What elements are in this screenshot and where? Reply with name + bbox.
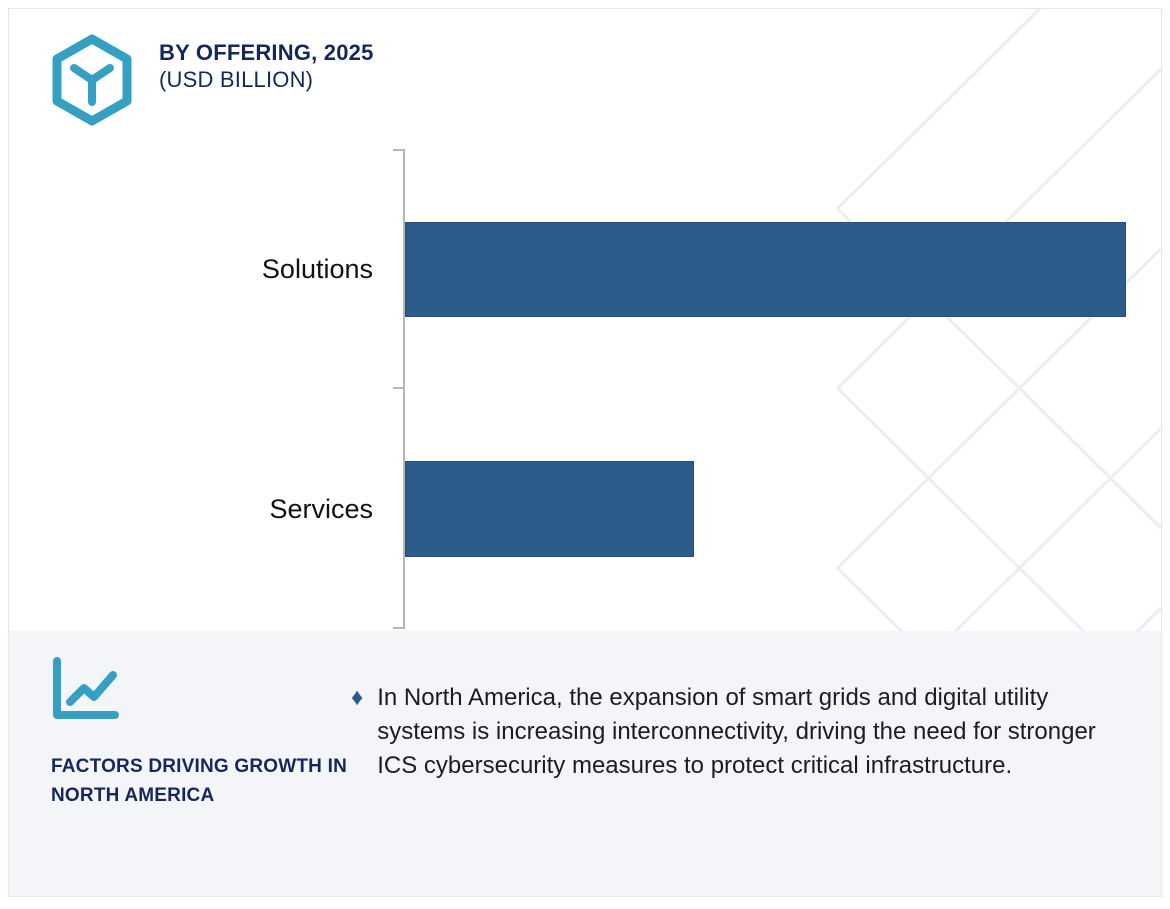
axis-tick-middle — [393, 387, 405, 389]
axis-tick-top — [393, 149, 405, 151]
header-text-block: BY OFFERING, 2025 (USD BILLION) — [159, 34, 374, 94]
diamond-bullet-icon: ♦ — [351, 684, 364, 711]
category-label-solutions: Solutions — [261, 254, 373, 284]
line-chart-icon — [53, 657, 119, 719]
page-subtitle: (USD BILLION) — [159, 66, 314, 92]
page-title: BY OFFERING, 2025 — [159, 40, 374, 65]
factors-panel: FACTORS DRIVING GROWTH IN NORTH AMERICA … — [9, 631, 1161, 896]
bar-solutions — [405, 222, 1126, 317]
chart-y-axis — [403, 149, 405, 629]
axis-tick-bottom — [393, 627, 405, 629]
hexagon-y-icon — [52, 34, 132, 126]
category-label-services: Services — [269, 494, 373, 524]
header: BY OFFERING, 2025 (USD BILLION) — [51, 34, 374, 126]
bar-chart: Solutions Services — [9, 139, 1161, 639]
factors-panel-heading: FACTORS DRIVING GROWTH IN NORTH AMERICA — [51, 756, 347, 806]
factors-bullet-text: In North America, the expansion of smart… — [377, 684, 1096, 780]
factors-panel-left: FACTORS DRIVING GROWTH IN NORTH AMERICA — [9, 631, 351, 896]
infographic-card: BY OFFERING, 2025 (USD BILLION) Solution… — [8, 8, 1162, 897]
factors-panel-right: ♦ In North America, the expansion of sma… — [351, 631, 1161, 896]
bar-services — [405, 461, 695, 557]
